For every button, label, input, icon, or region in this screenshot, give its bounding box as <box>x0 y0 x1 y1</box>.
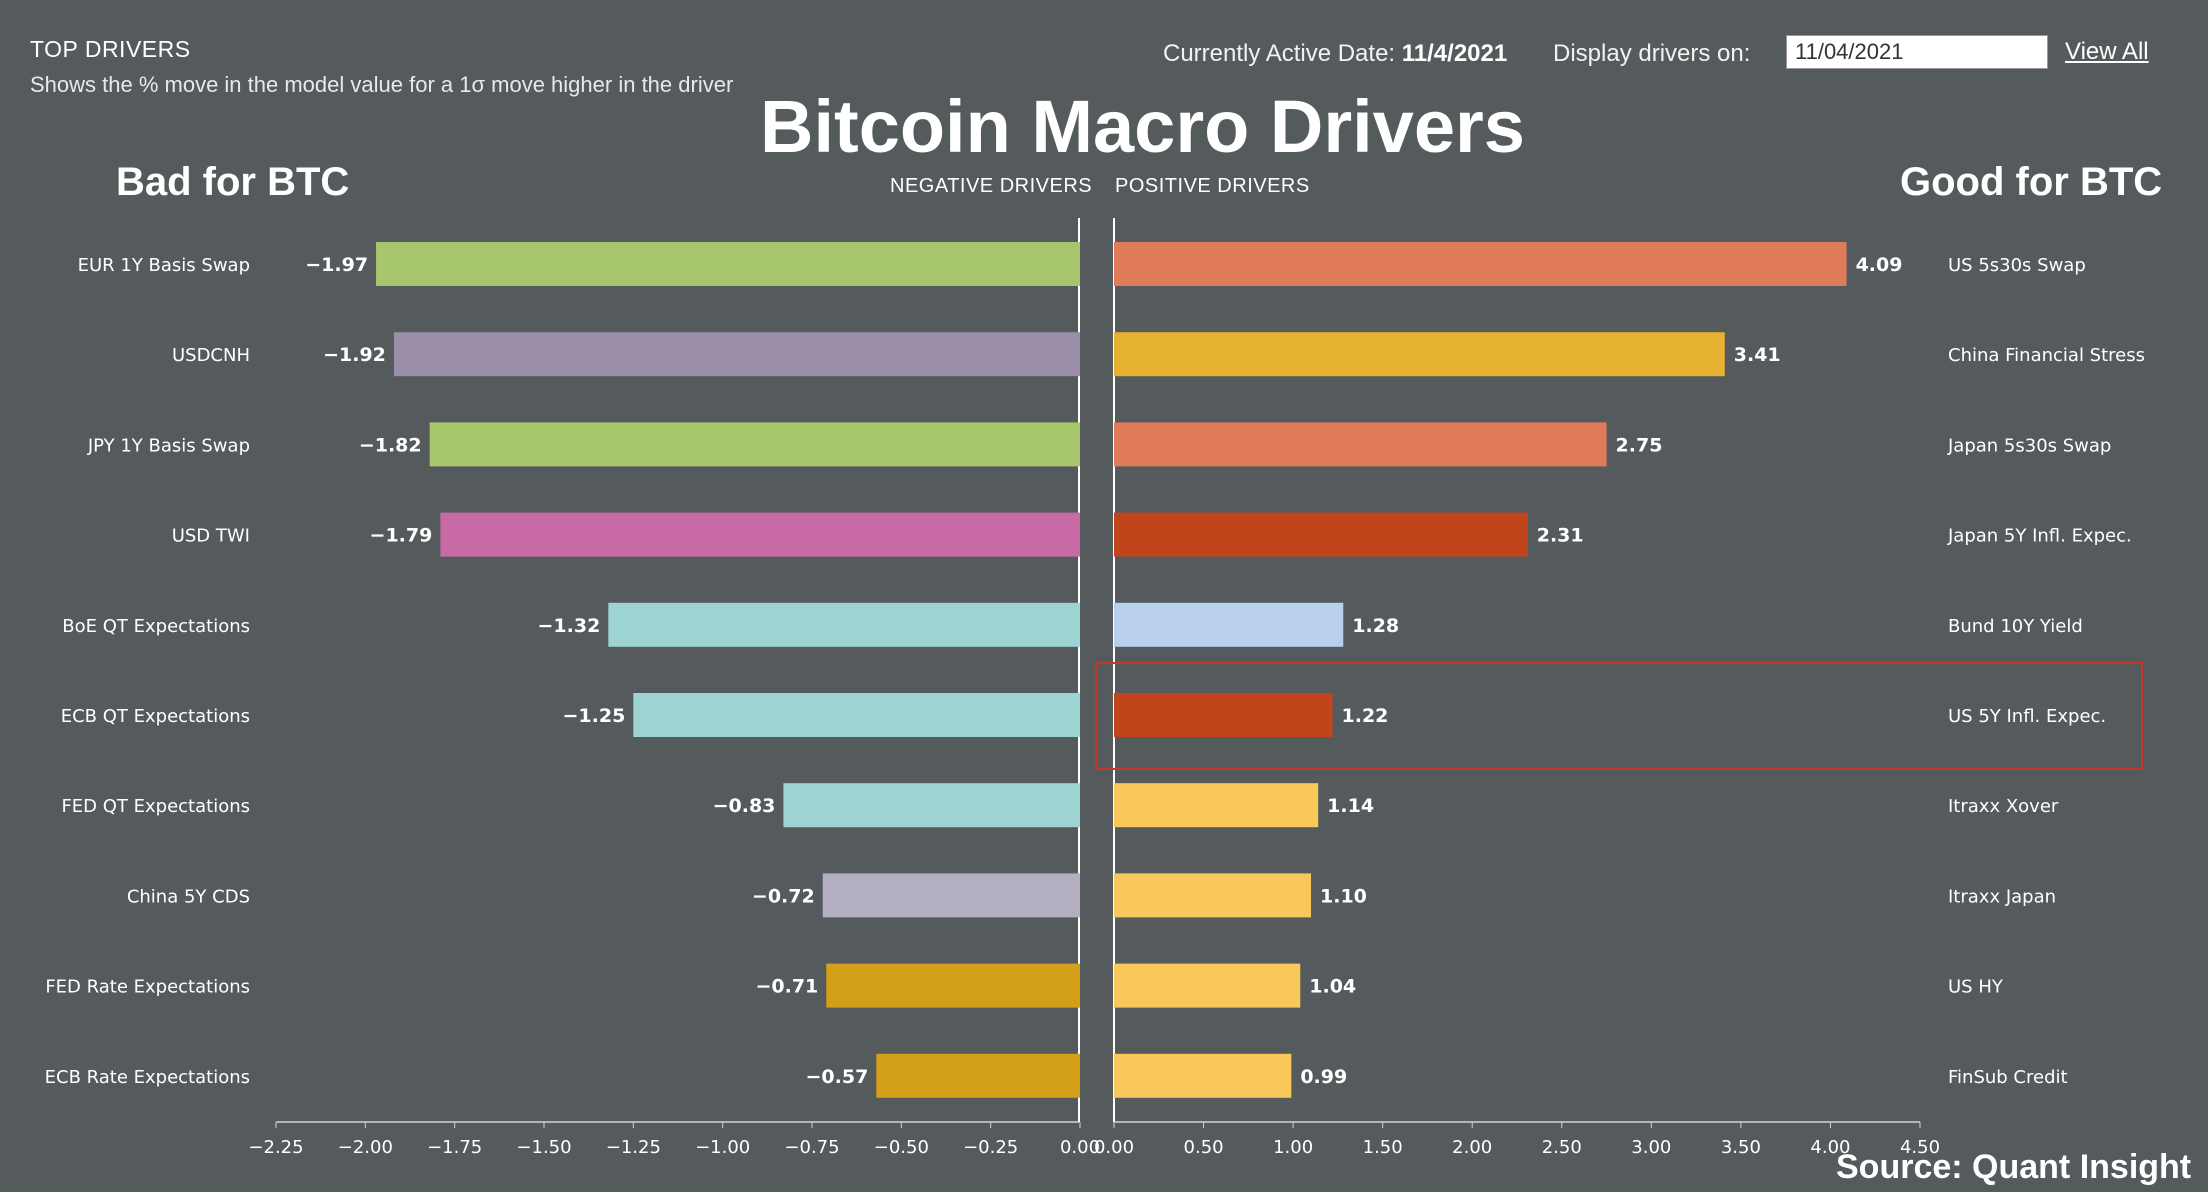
positive-category-label: Japan 5s30s Swap <box>1947 435 2111 456</box>
negative-category-label: ECB Rate Expectations <box>45 1067 250 1088</box>
positive-bar <box>1114 242 1847 286</box>
positive-bar <box>1114 963 1301 1008</box>
negative-tick-label: −1.75 <box>427 1137 482 1158</box>
negative-bar <box>822 873 1080 918</box>
positive-tick-label: 2.50 <box>1542 1137 1582 1158</box>
positive-value-label: 1.10 <box>1320 885 1367 907</box>
negative-bar <box>376 242 1080 286</box>
positive-value-label: 4.09 <box>1856 254 1903 276</box>
negative-drivers-label: NEGATIVE DRIVERS <box>890 175 1093 197</box>
display-date-input[interactable] <box>1786 35 2048 69</box>
source-credit: Source: Quant Insight <box>1836 1148 2192 1186</box>
negative-bar <box>633 693 1080 737</box>
positive-category-label: US 5s30s Swap <box>1948 255 2086 276</box>
negative-bar <box>429 422 1080 467</box>
positive-value-label: 0.99 <box>1300 1066 1347 1088</box>
positive-value-label: 1.28 <box>1352 615 1399 637</box>
positive-category-label: China Financial Stress <box>1948 345 2145 366</box>
view-all-link[interactable]: View All <box>2065 38 2149 65</box>
positive-tick-label: 3.50 <box>1721 1137 1761 1158</box>
active-date-label: Currently Active Date: <box>1163 40 1396 67</box>
positive-tick-label: 1.00 <box>1273 1137 1313 1158</box>
positive-category-label: US 5Y Infl. Expec. <box>1948 706 2106 727</box>
positive-bar <box>1114 873 1312 918</box>
positive-bar <box>1114 512 1528 557</box>
negative-category-label: BoE QT Expectations <box>62 616 250 637</box>
negative-bar <box>783 783 1080 828</box>
positive-value-label: 1.04 <box>1309 976 1356 998</box>
negative-value-label: −1.82 <box>359 434 422 456</box>
top-drivers-heading: TOP DRIVERS <box>30 36 191 62</box>
negative-bar <box>608 602 1080 647</box>
negative-value-label: −0.83 <box>713 795 776 817</box>
positive-tick-label: 1.50 <box>1363 1137 1403 1158</box>
positive-tick-label: 2.00 <box>1452 1137 1492 1158</box>
negative-category-label: USDCNH <box>172 345 250 366</box>
negative-tick-label: 0.00 <box>1060 1137 1100 1158</box>
positive-bar <box>1114 693 1333 737</box>
positive-value-label: 1.14 <box>1327 795 1374 817</box>
negative-bar <box>440 512 1081 557</box>
positive-tick-label: 4.00 <box>1810 1137 1850 1158</box>
negative-category-label: China 5Y CDS <box>127 886 250 907</box>
negative-category-label: EUR 1Y Basis Swap <box>78 255 250 276</box>
negative-value-label: −1.25 <box>563 705 626 727</box>
positive-category-label: FinSub Credit <box>1948 1067 2068 1088</box>
negative-tick-label: −2.25 <box>248 1137 303 1158</box>
highlight-box <box>1095 662 2143 770</box>
positive-tick-label: 0.50 <box>1184 1137 1224 1158</box>
negative-bar <box>826 963 1080 1008</box>
positive-bar <box>1114 1053 1292 1098</box>
positive-category-label: Japan 5Y Infl. Expec. <box>1947 526 2132 547</box>
positive-category-label: Bund 10Y Yield <box>1948 616 2083 637</box>
good-for-btc-heading: Good for BTC <box>1900 160 2163 204</box>
negative-tick-label: −1.00 <box>695 1137 750 1158</box>
active-date: Currently Active Date: 11/4/2021 <box>1163 40 1507 68</box>
positive-bar <box>1114 602 1344 647</box>
negative-value-label: −1.97 <box>305 254 368 276</box>
chart-title: Bitcoin Macro Drivers <box>760 85 1525 168</box>
negative-category-label: FED Rate Expectations <box>45 977 250 998</box>
negative-tick-label: −0.25 <box>963 1137 1018 1158</box>
negative-value-label: −0.72 <box>752 885 815 907</box>
positive-category-label: US HY <box>1948 977 2004 998</box>
negative-tick-label: −1.50 <box>516 1137 571 1158</box>
negative-tick-label: −1.25 <box>606 1137 661 1158</box>
positive-value-label: 2.75 <box>1616 434 1663 456</box>
positive-tick-label: 3.00 <box>1631 1137 1671 1158</box>
negative-value-label: −0.57 <box>806 1066 869 1088</box>
negative-bar <box>876 1053 1080 1098</box>
negative-tick-label: −0.75 <box>784 1137 839 1158</box>
positive-tick-label: 0.00 <box>1094 1137 1134 1158</box>
positive-category-label: Itraxx Xover <box>1948 796 2059 817</box>
positive-value-label: 1.22 <box>1342 705 1389 727</box>
chart-subtitle: Shows the % move in the model value for … <box>30 72 734 97</box>
positive-bar <box>1114 332 1725 377</box>
negative-category-label: USD TWI <box>172 526 250 547</box>
negative-value-label: −1.79 <box>370 525 433 547</box>
positive-bar <box>1114 422 1607 467</box>
negative-category-label: JPY 1Y Basis Swap <box>87 435 250 456</box>
positive-value-label: 2.31 <box>1537 525 1584 547</box>
bad-for-btc-heading: Bad for BTC <box>116 160 350 204</box>
negative-tick-label: −0.50 <box>874 1137 929 1158</box>
display-drivers-label: Display drivers on: <box>1553 40 1751 67</box>
positive-value-label: 3.41 <box>1734 344 1781 366</box>
negative-value-label: −1.92 <box>323 344 386 366</box>
negative-value-label: −0.71 <box>755 976 818 998</box>
positive-drivers-label: POSITIVE DRIVERS <box>1115 175 1310 197</box>
positive-bar <box>1114 783 1319 828</box>
negative-bar <box>393 332 1080 377</box>
active-date-value: 11/4/2021 <box>1401 40 1508 67</box>
negative-value-label: −1.32 <box>538 615 601 637</box>
positive-tick-label: 4.50 <box>1900 1137 1940 1158</box>
negative-category-label: ECB QT Expectations <box>61 706 250 727</box>
negative-category-label: FED QT Expectations <box>61 796 250 817</box>
negative-tick-label: −2.00 <box>338 1137 393 1158</box>
positive-category-label: Itraxx Japan <box>1948 886 2056 907</box>
